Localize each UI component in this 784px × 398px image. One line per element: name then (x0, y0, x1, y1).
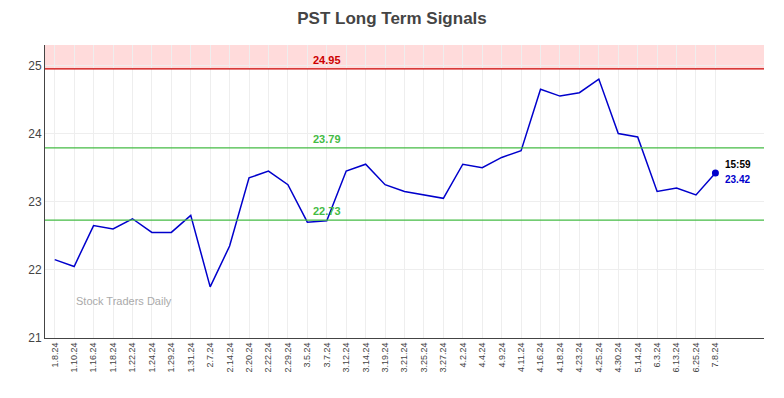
svg-text:7.8.24: 7.8.24 (710, 343, 720, 368)
svg-text:2.20.24: 2.20.24 (244, 343, 254, 373)
svg-text:1.16.24: 1.16.24 (89, 343, 99, 373)
svg-text:5.14.24: 5.14.24 (633, 343, 643, 373)
svg-text:24.95: 24.95 (313, 54, 341, 66)
svg-text:4.18.24: 4.18.24 (555, 343, 565, 373)
svg-text:4.30.24: 4.30.24 (613, 343, 623, 373)
svg-text:3.27.24: 3.27.24 (438, 343, 448, 373)
svg-text:2.14.24: 2.14.24 (225, 343, 235, 373)
svg-text:2.29.24: 2.29.24 (283, 343, 293, 373)
svg-text:1.29.24: 1.29.24 (166, 343, 176, 373)
svg-text:23.79: 23.79 (313, 133, 341, 145)
svg-text:4.9.24: 4.9.24 (497, 343, 507, 368)
svg-text:2.7.24: 2.7.24 (205, 343, 215, 368)
svg-text:1.31.24: 1.31.24 (186, 343, 196, 373)
svg-text:PST Long Term Signals: PST Long Term Signals (297, 9, 487, 28)
svg-text:4.2.24: 4.2.24 (458, 343, 468, 368)
svg-text:21: 21 (28, 331, 42, 345)
svg-text:3.25.24: 3.25.24 (419, 343, 429, 373)
svg-text:Stock Traders Daily: Stock Traders Daily (76, 295, 172, 307)
svg-text:1.22.24: 1.22.24 (127, 343, 137, 373)
svg-text:22: 22 (28, 263, 42, 277)
svg-text:1.24.24: 1.24.24 (147, 343, 157, 373)
svg-text:3.19.24: 3.19.24 (380, 343, 390, 373)
svg-text:6.25.24: 6.25.24 (691, 343, 701, 373)
svg-text:4.25.24: 4.25.24 (594, 343, 604, 373)
svg-text:3.21.24: 3.21.24 (399, 343, 409, 373)
svg-text:3.12.24: 3.12.24 (341, 343, 351, 373)
svg-text:24: 24 (28, 127, 42, 141)
svg-text:2.22.24: 2.22.24 (263, 343, 273, 373)
svg-text:6.13.24: 6.13.24 (671, 343, 681, 373)
svg-text:22.73: 22.73 (313, 205, 341, 217)
svg-text:15:59: 15:59 (725, 159, 751, 170)
svg-text:1.8.24: 1.8.24 (50, 343, 60, 368)
svg-text:1.10.24: 1.10.24 (69, 343, 79, 373)
svg-text:23.42: 23.42 (725, 174, 750, 185)
svg-text:4.4.24: 4.4.24 (477, 343, 487, 368)
svg-text:4.16.24: 4.16.24 (535, 343, 545, 373)
svg-text:23: 23 (28, 195, 42, 209)
svg-text:25: 25 (28, 59, 42, 73)
svg-text:4.11.24: 4.11.24 (516, 343, 526, 372)
svg-text:3.5.24: 3.5.24 (302, 343, 312, 368)
svg-text:6.3.24: 6.3.24 (652, 343, 662, 368)
svg-text:3.14.24: 3.14.24 (361, 343, 371, 373)
svg-text:3.7.24: 3.7.24 (322, 343, 332, 368)
svg-text:4.23.24: 4.23.24 (574, 343, 584, 373)
svg-text:1.18.24: 1.18.24 (108, 343, 118, 373)
